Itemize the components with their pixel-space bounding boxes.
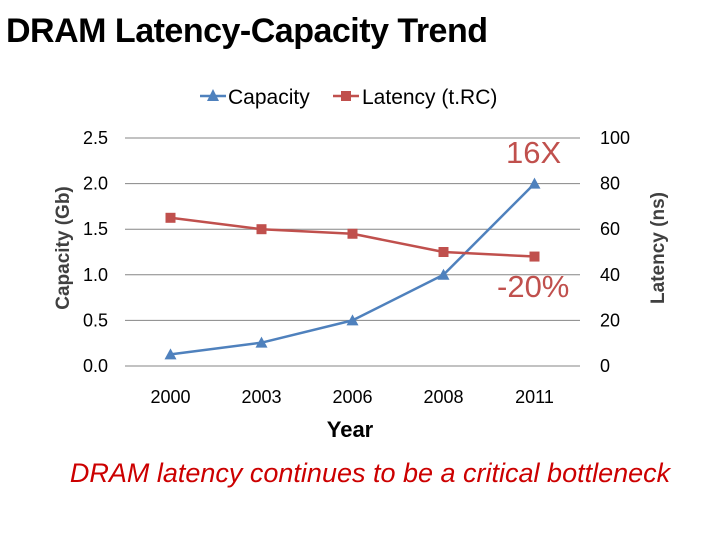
legend-capacity-label: Capacity <box>228 86 310 109</box>
annotation-minus-20-percent: -20% <box>497 269 569 304</box>
series-group <box>164 177 541 360</box>
slide-title: DRAM Latency-Capacity Trend <box>6 12 488 50</box>
x-axis-ticks: 2000 2003 2006 2008 2011 <box>150 387 553 407</box>
x-axis-tick-label: 2008 <box>423 387 463 407</box>
latency-point <box>438 247 449 257</box>
right-axis-tick-label: 80 <box>600 174 620 194</box>
latency-point <box>529 251 540 262</box>
capacity-point <box>437 268 450 280</box>
x-axis-tick-label: 2003 <box>241 387 281 407</box>
capacity-point <box>346 314 359 326</box>
capacity-point <box>255 336 268 348</box>
latency-point <box>165 212 176 223</box>
left-axis-tick-label: 2.5 <box>83 128 108 148</box>
right-axis-tick-label: 40 <box>600 265 620 285</box>
annotation-16x: 16X <box>506 135 561 170</box>
latency-point <box>256 224 267 235</box>
left-axis-tick-label: 1.5 <box>83 219 108 239</box>
left-axis-tick-label: 2.0 <box>83 174 108 194</box>
slide-caption: DRAM latency continues to be a critical … <box>69 458 671 488</box>
left-axis-tick-label: 1.0 <box>83 265 108 285</box>
capacity-point <box>164 348 177 360</box>
right-axis-ticks: 0 20 40 60 80 100 <box>600 128 630 376</box>
x-axis-title: Year <box>327 417 374 442</box>
left-axis-tick-label: 0.0 <box>83 356 108 376</box>
left-axis-ticks: 0.0 0.5 1.0 1.5 2.0 2.5 <box>83 128 108 376</box>
series-line-triangle <box>170 182 536 356</box>
right-axis-tick-label: 0 <box>600 356 610 376</box>
legend: Capacity Latency (t.RC) <box>200 86 497 109</box>
gridlines <box>125 137 580 367</box>
capacity-point <box>528 177 541 189</box>
legend-latency-marker <box>341 91 351 101</box>
right-axis-tick-label: 20 <box>600 310 620 330</box>
x-axis-tick-label: 2006 <box>332 387 372 407</box>
latency-point <box>347 228 358 239</box>
x-axis-tick-label: 2000 <box>150 387 190 407</box>
left-axis-tick-label: 0.5 <box>83 310 108 330</box>
right-axis-tick-label: 100 <box>600 128 630 148</box>
right-axis-title: Latency (ns) <box>648 192 669 304</box>
legend-latency-label: Latency (t.RC) <box>362 86 497 109</box>
left-axis-title: Capacity (Gb) <box>53 186 74 310</box>
legend-capacity-marker <box>207 89 219 101</box>
right-axis-tick-label: 60 <box>600 219 620 239</box>
x-axis-tick-label: 2011 <box>515 387 554 407</box>
